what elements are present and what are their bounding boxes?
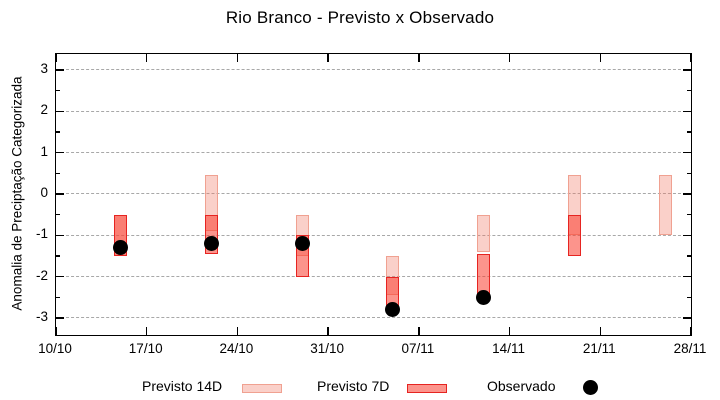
- x-tick-label: 10/10: [38, 341, 72, 356]
- x-tick-label: 21/11: [582, 341, 616, 356]
- x-tick-label: 24/10: [219, 341, 254, 356]
- y-tick-right: [683, 110, 691, 113]
- y-tick-left: [56, 69, 64, 71]
- x-tick-label: 28/11: [673, 341, 707, 356]
- y-minor-tick-left: [56, 296, 60, 299]
- bar-previsto-14d: [658, 175, 672, 236]
- x-tick-bottom: [55, 327, 57, 335]
- observed-dot: [204, 236, 219, 252]
- x-tick-bottom: [145, 327, 148, 335]
- observed-dot: [476, 289, 492, 305]
- x-tick-label: 14/11: [492, 341, 525, 356]
- x-tick-bottom: [690, 327, 692, 335]
- y-tick-label: -1: [35, 226, 48, 242]
- y-tick-label: -2: [35, 267, 48, 283]
- y-tick-left: [56, 317, 64, 319]
- grid-line: [56, 151, 691, 153]
- x-tick-bottom: [327, 327, 329, 335]
- y-tick-left: [56, 193, 64, 195]
- y-tick-right: [683, 317, 691, 319]
- grid-line: [56, 234, 691, 236]
- y-tick-label: 2: [40, 102, 48, 118]
- x-tick-label: 31/10: [310, 341, 345, 356]
- x-tick-top: [145, 54, 148, 62]
- y-tick-left: [56, 151, 64, 154]
- legend-label-observado: Observado: [487, 378, 556, 394]
- plot-area: [55, 53, 692, 336]
- grid-line: [56, 69, 691, 71]
- y-minor-tick-left: [56, 213, 60, 216]
- observed-dot: [113, 240, 129, 256]
- bar-previsto-14d: [477, 214, 491, 252]
- y-tick-right: [683, 234, 691, 237]
- grid-line: [56, 317, 691, 319]
- y-minor-tick-left: [56, 172, 60, 175]
- legend-swatch-previsto-14d: [242, 384, 282, 393]
- y-tick-right: [683, 151, 691, 154]
- observed-dot: [294, 236, 310, 252]
- chart-title: Rio Branco - Previsto x Observado: [225, 8, 495, 27]
- x-tick-top: [599, 54, 602, 62]
- x-tick-top: [508, 54, 511, 62]
- x-tick-top: [418, 54, 420, 62]
- y-tick-label: -3: [35, 309, 48, 325]
- y-tick-right: [683, 69, 691, 71]
- x-tick-label: 07/11: [401, 341, 435, 356]
- x-tick-top: [55, 54, 57, 62]
- y-tick-left: [56, 110, 64, 113]
- x-tick-top: [236, 54, 239, 62]
- x-tick-bottom: [599, 327, 602, 335]
- y-minor-tick-right: [687, 255, 691, 257]
- y-tick-label: 0: [40, 185, 48, 200]
- y-minor-tick-right: [687, 89, 691, 92]
- x-tick-top: [690, 54, 692, 62]
- y-minor-tick-right: [687, 296, 691, 299]
- legend-dot-observado: [583, 380, 598, 395]
- legend-label-previsto-14d: Previsto 14D: [142, 378, 223, 394]
- y-tick-left: [56, 275, 64, 278]
- grid-line: [56, 193, 691, 195]
- y-minor-tick-right: [687, 172, 691, 175]
- y-minor-tick-left: [56, 131, 60, 133]
- legend: Previsto 14D Previsto 7D Observado: [0, 374, 720, 400]
- x-tick-top: [327, 54, 329, 62]
- grid-line: [56, 275, 691, 277]
- y-minor-tick-left: [56, 255, 60, 257]
- y-tick-right: [683, 275, 691, 278]
- observed-dot: [385, 302, 401, 318]
- legend-swatch-previsto-7d: [407, 384, 447, 393]
- x-tick-bottom: [418, 327, 420, 335]
- x-tick-bottom: [236, 327, 239, 335]
- y-minor-tick-left: [56, 89, 60, 92]
- grid-line: [56, 110, 691, 112]
- bar-previsto-7d: [567, 214, 581, 257]
- x-tick-label: 17/10: [128, 341, 163, 356]
- legend-label-previsto-7d: Previsto 7D: [317, 378, 390, 394]
- y-tick-right: [683, 193, 691, 195]
- x-tick-bottom: [508, 327, 511, 335]
- y-tick-label: 1: [40, 143, 48, 159]
- y-tick-label: 3: [40, 60, 48, 76]
- y-minor-tick-right: [687, 131, 691, 133]
- y-minor-tick-right: [687, 213, 691, 216]
- y-tick-left: [56, 234, 64, 237]
